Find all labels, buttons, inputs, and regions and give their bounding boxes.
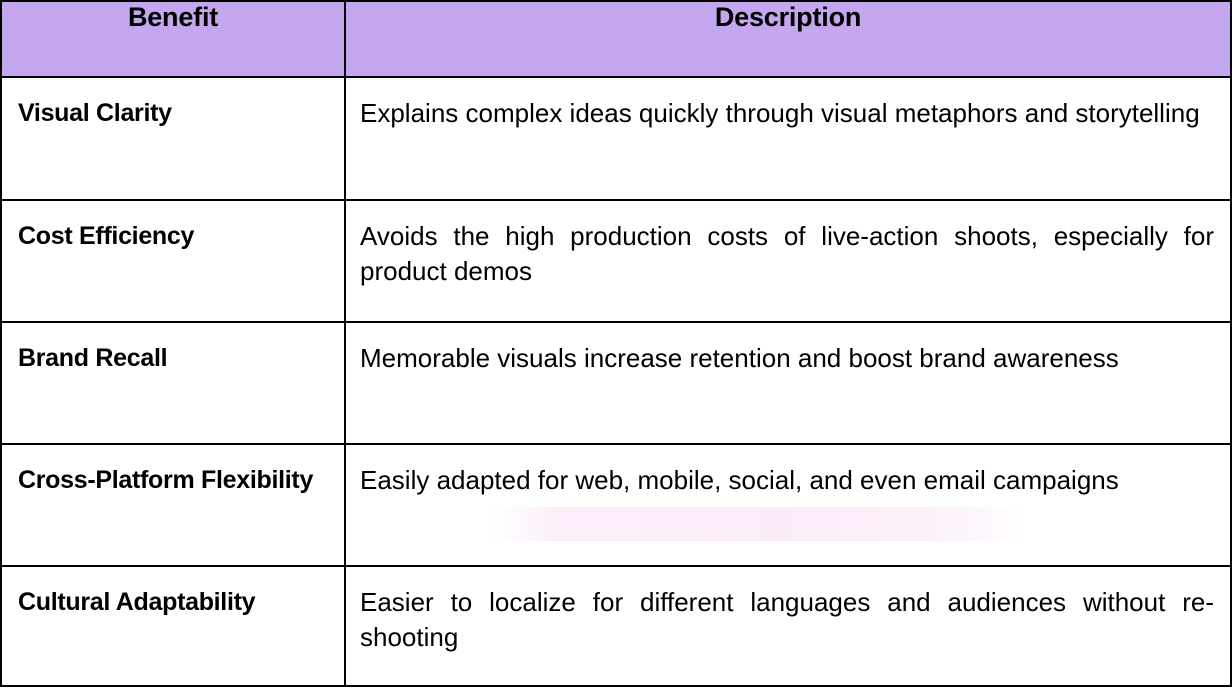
column-header-description: Description — [344, 0, 1232, 78]
table-header: Benefit Description — [0, 0, 1232, 78]
column-header-benefit: Benefit — [0, 0, 346, 78]
table-row: Brand Recall Memorable visuals increase … — [0, 321, 1232, 445]
benefit-label: Visual Clarity — [0, 76, 346, 201]
benefit-description: Explains complex ideas quickly through v… — [360, 98, 1200, 128]
table-row: Cost Efficiency Avoids the high producti… — [0, 199, 1232, 323]
benefit-description: Easily adapted for web, mobile, social, … — [360, 465, 1119, 495]
table-row: Cultural Adaptability Easier to localize… — [0, 565, 1232, 687]
benefit-description-cell: Easily adapted for web, mobile, social, … — [344, 443, 1232, 567]
benefit-description: Easier to localize for different languag… — [360, 587, 1214, 652]
table-row: Visual Clarity Explains complex ideas qu… — [0, 76, 1232, 201]
benefit-description-cell: Avoids the high production costs of live… — [344, 199, 1232, 323]
header-row: Benefit Description — [0, 0, 1232, 78]
benefit-label: Cost Efficiency — [0, 199, 346, 323]
benefit-description-cell: Explains complex ideas quickly through v… — [344, 76, 1232, 201]
benefit-label: Cultural Adaptability — [0, 565, 346, 687]
benefit-description: Memorable visuals increase retention and… — [360, 343, 1119, 373]
table-row: Cross-Platform Flexibility Easily adapte… — [0, 443, 1232, 567]
benefit-label: Cross-Platform Flexibility — [0, 443, 346, 567]
benefit-description: Avoids the high production costs of live… — [360, 221, 1214, 286]
benefit-description-cell: Easier to localize for different languag… — [344, 565, 1232, 687]
benefit-label: Brand Recall — [0, 321, 346, 445]
benefit-description-cell: Memorable visuals increase retention and… — [344, 321, 1232, 445]
table-body: Visual Clarity Explains complex ideas qu… — [0, 76, 1232, 687]
